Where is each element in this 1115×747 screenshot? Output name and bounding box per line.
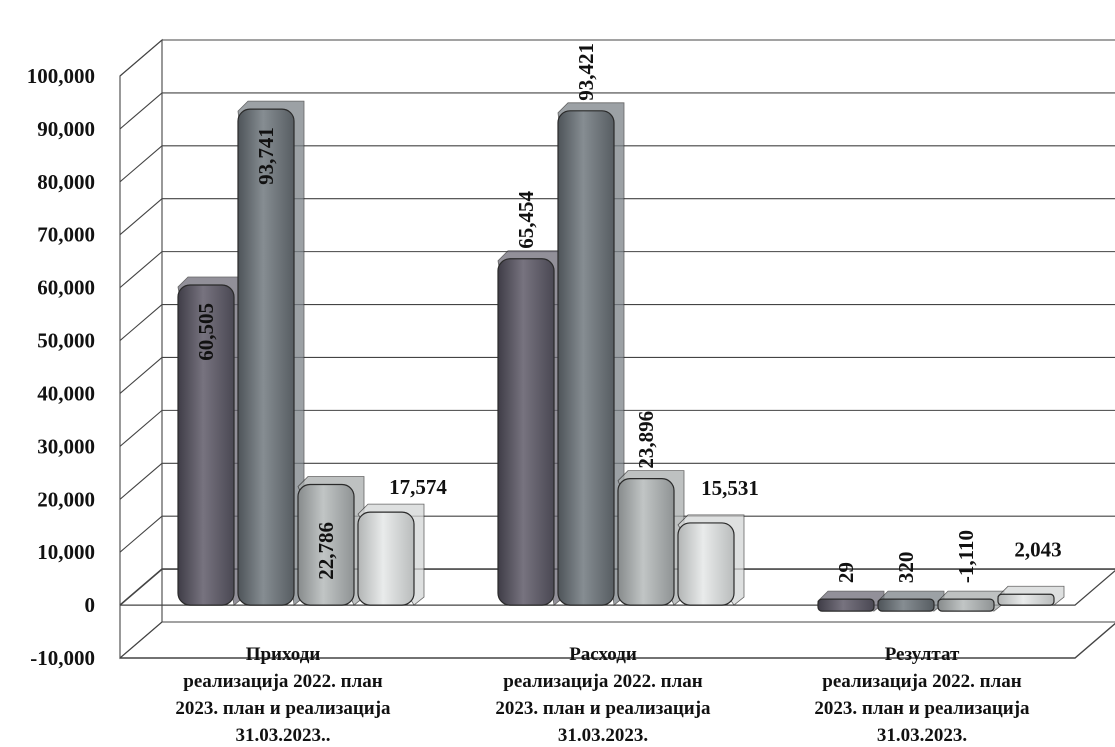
gridline [119,39,1115,77]
bars [177,100,1065,612]
category-label-line: 2023. план и реализација [175,698,391,719]
y-tick-label: 50,000 [37,329,95,353]
gridline [119,251,1115,289]
gridline [119,198,1115,236]
category-title: Расходи [569,644,637,665]
y-tick-label: 60,000 [37,276,95,300]
gridline [119,145,1115,183]
data-label: 93,741 [254,127,278,185]
category-label-line: реализација 2022. план [503,671,702,692]
bar-2-2 [937,598,995,612]
category-label-line: реализација 2022. план [822,671,1021,692]
bar-1-2 [617,478,675,606]
bar-2-0 [817,598,875,612]
category-title: Резултат [885,644,960,665]
gridline [119,303,1115,341]
category-label-line: реализација 2022. план [183,671,382,692]
gridline [119,356,1115,394]
data-label: 93,421 [574,43,598,101]
gridline [119,621,1115,659]
bar-2-1 [877,598,935,612]
data-label: 320 [894,552,918,584]
bar-0-0 [177,284,235,606]
bar-1-1 [557,110,615,606]
data-label: 23,896 [634,411,658,469]
bar-0-3 [357,511,415,606]
data-label: -1,110 [954,530,978,583]
chart-left-wall [119,38,163,660]
gridlines [119,38,1115,660]
data-label: 2,043 [1014,537,1061,561]
gridline [119,462,1115,500]
y-tick-label: 100,000 [27,64,95,88]
y-tick-label: 10,000 [37,540,95,564]
data-label: 17,574 [389,475,447,499]
bar-0-1 [237,108,295,606]
category-label-line: 31.03.2023.. [236,725,331,746]
gridline [119,409,1115,447]
y-tick-label: 20,000 [37,487,95,511]
category-label-line: 2023. план и реализација [814,698,1030,719]
category-label-line: 31.03.2023. [558,725,648,746]
data-label: 60,505 [194,303,218,361]
y-tick-label: 0 [85,593,96,617]
y-tick-label: 80,000 [37,170,95,194]
y-tick-label: 40,000 [37,381,95,405]
y-axis: -10,000 0 10,000 20,000 30,000 40,000 50,000 60… [27,64,95,670]
data-labels: 60,505 93,741 22,786 17,574 65,454 93,421 23,8… [194,43,1062,583]
bar-1-0 [497,258,555,606]
data-label: 65,454 [514,191,538,249]
gridline [119,515,1115,553]
data-label: 22,786 [314,522,338,580]
bar-0-2 [297,483,355,606]
category-label-line: 31.03.2023. [877,725,967,746]
bar-1-3 [677,522,735,606]
category-label-line: 2023. план и реализација [495,698,711,719]
y-tick-label: 30,000 [37,434,95,458]
zero-plane-edge [120,570,1115,606]
y-tick-label: -10,000 [30,646,95,670]
category-title: Приходи [246,644,321,665]
y-tick-label: 90,000 [37,117,95,141]
y-tick-label: 70,000 [37,223,95,247]
gridline [119,92,1115,130]
data-label: 29 [834,562,858,583]
bar-2-3 [997,593,1055,606]
floor-edge [120,622,1115,659]
data-label: 15,531 [701,476,759,500]
gridline [119,568,1115,606]
x-axis: Приходи реализација 2022. план 2023. план … [175,644,1030,746]
